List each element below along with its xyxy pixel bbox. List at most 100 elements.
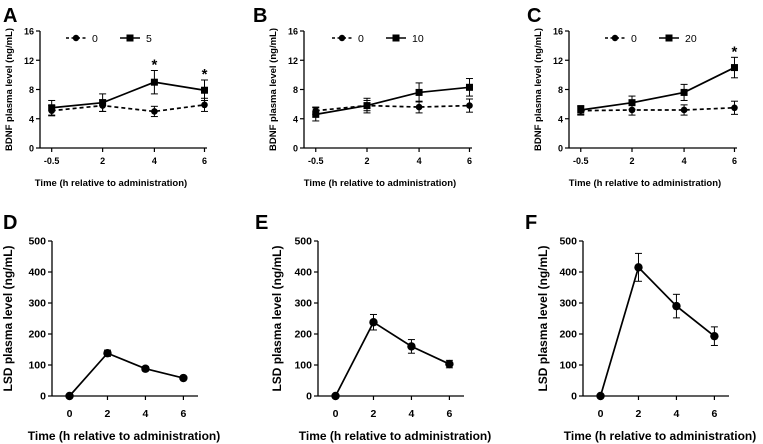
x-axis-label: Time (h relative to administration): [564, 429, 756, 443]
series-LSD: [596, 252, 719, 401]
data-point-circle: [445, 359, 454, 369]
x-tick-label: 6: [202, 156, 207, 166]
legend-label: 10: [412, 33, 424, 45]
data-point-square: [363, 102, 371, 110]
legend-label: 0: [631, 33, 637, 45]
y-tick-label: 16: [553, 27, 563, 37]
y-tick-label: 12: [553, 56, 563, 66]
data-point-circle: [201, 101, 208, 109]
y-tick-label: 300: [559, 298, 577, 310]
y-axis-label: LSD plasma level (ng/mL): [270, 245, 284, 391]
significance-star: *: [202, 66, 208, 83]
panel-letter: E: [255, 212, 268, 234]
series-0: [48, 97, 208, 118]
y-tick-label: 8: [293, 85, 298, 95]
series-line: [51, 104, 205, 113]
y-tick-label: 16: [24, 27, 34, 37]
data-point-circle: [466, 102, 473, 109]
y-tick-label: 0: [29, 144, 34, 154]
x-axis-label: Time (h relative to administration): [28, 429, 220, 443]
y-tick-label: 0: [558, 144, 563, 154]
chart-panel-d: D 0 100 200 300 400 500 0 2 4 6 LSD plasma level (n…: [1, 212, 220, 443]
data-point-circle: [415, 103, 423, 111]
x-tick-label: 6: [180, 408, 186, 420]
y-tick-label: 4: [293, 114, 298, 124]
series-20: [577, 56, 738, 115]
x-tick-label: 2: [371, 408, 377, 420]
data-point-square: [465, 83, 473, 91]
x-tick-label: 2: [100, 156, 105, 166]
chart-panel-e: E 0 100 200 300 400 500 0 2 4 6 LSD plasma level (n…: [255, 212, 491, 443]
data-point-square: [200, 86, 208, 94]
data-point-circle: [680, 106, 688, 114]
y-tick-label: 0: [293, 144, 298, 154]
chart-panel-f: F 0 100 200 300 400 500 0 2 4 6 LSD plasma level (n…: [525, 212, 756, 443]
y-tick-label: 200: [28, 329, 46, 341]
y-tick-label: 0: [306, 391, 312, 403]
x-axis-label: Time (h relative to administration): [569, 178, 721, 189]
x-tick-label: 2: [364, 156, 369, 166]
series-LSD: [331, 313, 454, 401]
data-point-square: [48, 104, 56, 112]
y-tick-label: 0: [571, 391, 577, 403]
series-line: [334, 321, 450, 397]
data-point-square: [150, 78, 158, 86]
x-tick-label: 6: [467, 156, 472, 166]
data-point-circle: [179, 373, 188, 383]
legend-marker-circle: [72, 34, 80, 42]
x-tick-label: 2: [629, 156, 634, 166]
y-tick-label: 4: [29, 114, 34, 124]
y-tick-label: 8: [558, 85, 563, 95]
data-point-square: [730, 64, 738, 72]
x-tick-label: 6: [711, 408, 717, 420]
y-tick-label: 200: [294, 329, 312, 341]
y-tick-label: 300: [28, 298, 46, 310]
y-tick-label: 8: [29, 85, 34, 95]
y-axis-label: LSD plasma level (ng/mL): [1, 245, 15, 391]
x-tick-label: 2: [105, 408, 111, 420]
y-tick-label: 400: [559, 267, 577, 279]
series-LSD: [65, 349, 188, 401]
y-tick-label: 4: [558, 114, 563, 124]
x-tick-label: 4: [682, 156, 687, 166]
x-tick-label: 0: [598, 408, 604, 420]
x-tick-label: 4: [409, 408, 415, 420]
legend-marker-square: [665, 34, 673, 42]
panel-letter: F: [525, 212, 537, 234]
data-point-square: [99, 99, 107, 107]
series-line: [580, 106, 735, 112]
x-tick-label: 6: [732, 156, 737, 166]
chart-panel-c: C 0 4 8 12 16 -0.5 2 4 6 BDNF plasma level (ng/mL)…: [527, 5, 738, 189]
panel-letter: C: [527, 5, 541, 27]
data-point-circle: [151, 108, 158, 115]
data-point-circle: [331, 391, 340, 401]
legend-label: 20: [685, 33, 697, 45]
data-point-square: [415, 88, 423, 96]
x-tick-label: 2: [636, 408, 642, 420]
x-tick-label: 4: [417, 156, 422, 166]
y-tick-label: 300: [294, 298, 312, 310]
chart-panel-a: A 0 4 8 12 16 -0.5 2 4 6 BDNF plasma level (ng/mL)…: [3, 5, 208, 189]
panel-letter: D: [3, 212, 17, 234]
legend-marker-circle: [338, 34, 346, 42]
y-tick-label: 500: [294, 236, 312, 248]
legend-marker-square: [126, 34, 134, 42]
x-axis-label: Time (h relative to administration): [304, 178, 456, 189]
y-axis-label: BDNF plasma level (ng/mL): [4, 28, 15, 151]
chart-panel-b: B 0 4 8 12 16 -0.5 2 4 6 BDNF plasma level (ng/mL)…: [253, 5, 473, 189]
series-5: [48, 69, 208, 116]
x-tick-label: -0.5: [308, 156, 324, 166]
data-point-circle: [710, 331, 719, 341]
series-line: [315, 104, 470, 112]
panel-letter: B: [253, 5, 267, 27]
panel-letter: A: [3, 5, 17, 27]
data-point-circle: [731, 104, 738, 112]
x-tick-label: 4: [143, 408, 149, 420]
x-tick-label: -0.5: [573, 156, 589, 166]
y-tick-label: 12: [24, 56, 34, 66]
y-axis-label: BDNF plasma level (ng/mL): [268, 28, 279, 151]
data-point-circle: [103, 349, 112, 358]
x-tick-label: 6: [446, 408, 452, 420]
y-tick-label: 100: [28, 360, 46, 372]
series-line: [315, 86, 470, 116]
